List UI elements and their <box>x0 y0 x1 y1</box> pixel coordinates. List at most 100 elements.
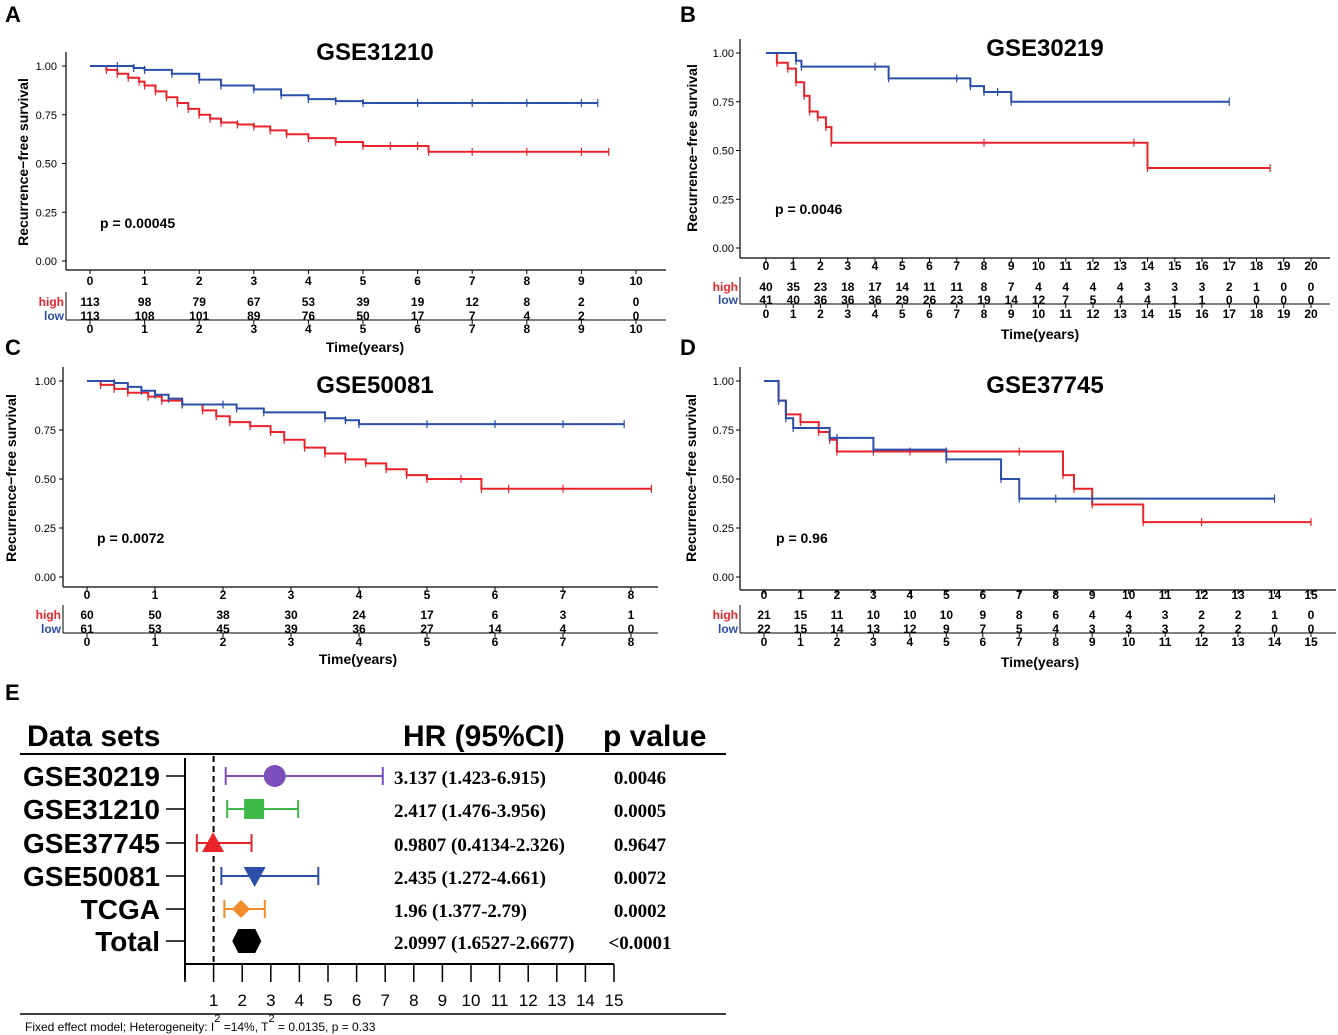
x-tick-label: 16 <box>1195 259 1209 273</box>
risk-count-low: 101 <box>189 309 209 323</box>
risk-count-high: 3 <box>1162 608 1169 622</box>
risk-time-label: 8 <box>523 322 530 336</box>
risk-time-label: 6 <box>414 322 421 336</box>
y-tick-label: 0.25 <box>35 523 56 535</box>
risk-count-high: 14 <box>896 280 910 294</box>
risk-time-label: 3 <box>844 307 851 321</box>
forest-x-tick-label: 6 <box>352 991 361 1010</box>
risk-count-low: 2 <box>1235 622 1242 636</box>
km-panel-d: D GSE37745 p = 0.96 Recurrence−free surviva… <box>680 335 1336 670</box>
risk-time-label: 4 <box>872 307 879 321</box>
risk-count-high: 6 <box>492 608 499 622</box>
p-value-label: p = 0.0072 <box>97 530 165 546</box>
y-tick-label: 1.00 <box>35 376 56 388</box>
chart-title: GSE31210 <box>316 39 433 66</box>
risk-count-high: 11 <box>831 608 844 622</box>
p-value: 0.0072 <box>614 868 666 889</box>
x-tick-label: 12 <box>1195 588 1209 602</box>
hr-point <box>232 900 251 918</box>
y-tick-label: 0.75 <box>713 97 734 109</box>
risk-time-label: 2 <box>220 635 227 649</box>
panel-label: E <box>5 680 20 705</box>
risk-count-low: 3 <box>1089 622 1096 636</box>
risk-count-low: 2 <box>1198 622 1205 636</box>
km-panel-a: A GSE31210 p = 0.00045 Recurrence−free surv… <box>5 2 666 355</box>
y-tick-label: 0.50 <box>713 146 734 158</box>
risk-count-high: 12 <box>466 295 480 309</box>
x-tick-label: 9 <box>1089 588 1096 602</box>
risk-count-high: 19 <box>411 295 425 309</box>
risk-count-high: 11 <box>923 280 936 294</box>
x-axis-label: Time(years) <box>1001 326 1079 342</box>
x-tick-label: 11 <box>1159 588 1172 602</box>
risk-count-low: 2 <box>578 309 585 323</box>
risk-count-low: 41 <box>759 293 773 307</box>
risk-time-label: 17 <box>1223 307 1237 321</box>
risk-count-high: 18 <box>841 280 855 294</box>
km-curve-low <box>764 380 1275 500</box>
risk-count-low: 40 <box>787 293 801 307</box>
forest-x-tick-label: 11 <box>491 991 509 1010</box>
y-tick-label: 0.50 <box>36 159 57 171</box>
risk-time-label: 18 <box>1250 307 1264 321</box>
risk-count-high: 21 <box>757 608 771 622</box>
risk-count-high: 8 <box>1016 608 1023 622</box>
risk-count-high: 15 <box>794 608 808 622</box>
x-tick-label: 4 <box>872 259 879 273</box>
risk-count-low: 4 <box>1052 622 1059 636</box>
risk-count-high: 0 <box>1280 280 1287 294</box>
risk-count-low: 5 <box>1016 622 1023 636</box>
risk-row-label-high: high <box>713 608 738 622</box>
risk-time-label: 14 <box>1141 307 1155 321</box>
risk-count-high: 4 <box>1035 280 1042 294</box>
hr-point <box>244 799 265 819</box>
risk-count-low: 12 <box>903 622 917 636</box>
x-tick-label: 7 <box>469 274 476 288</box>
risk-time-label: 9 <box>578 322 585 336</box>
x-tick-label: 2 <box>834 588 841 602</box>
risk-time-label: 11 <box>1159 635 1172 649</box>
risk-count-low: 7 <box>1062 293 1069 307</box>
risk-time-label: 4 <box>305 322 312 336</box>
risk-count-low: 0 <box>1226 293 1233 307</box>
risk-time-label: 8 <box>981 307 988 321</box>
risk-count-high: 3 <box>1171 280 1178 294</box>
x-tick-label: 2 <box>817 259 824 273</box>
risk-count-low: 3 <box>1162 622 1169 636</box>
risk-count-low: 29 <box>896 293 910 307</box>
x-tick-label: 15 <box>1168 259 1182 273</box>
risk-time-label: 15 <box>1168 307 1182 321</box>
x-tick-label: 2 <box>196 274 203 288</box>
y-tick-label: 0.25 <box>713 523 734 535</box>
risk-count-low: 12 <box>1032 293 1046 307</box>
risk-row-label-low: low <box>718 293 739 307</box>
risk-count-high: 2 <box>1226 280 1233 294</box>
forest-x-tick-label: 3 <box>266 991 275 1010</box>
x-tick-label: 3 <box>870 588 877 602</box>
risk-time-label: 7 <box>560 635 567 649</box>
x-tick-label: 4 <box>907 588 914 602</box>
risk-time-label: 8 <box>1052 635 1059 649</box>
risk-count-low: 14 <box>1005 293 1019 307</box>
risk-time-label: 2 <box>196 322 203 336</box>
risk-count-low: 5 <box>1090 293 1097 307</box>
x-tick-label: 19 <box>1277 259 1291 273</box>
chart-title: GSE37745 <box>986 372 1103 399</box>
y-tick-label: 0.00 <box>713 243 734 255</box>
risk-time-label: 1 <box>141 322 148 336</box>
p-value-label: p = 0.0046 <box>775 201 843 217</box>
hr-point <box>263 765 286 787</box>
risk-count-high: 40 <box>759 280 773 294</box>
km-panel-c: C GSE50081 p = 0.0072 Recurrence−free survi… <box>3 335 658 667</box>
x-tick-label: 8 <box>628 588 635 602</box>
risk-count-low: 0 <box>1308 622 1315 636</box>
y-tick-label: 0.25 <box>36 207 57 219</box>
risk-count-low: 7 <box>469 309 476 323</box>
risk-time-label: 6 <box>926 307 933 321</box>
x-tick-label: 8 <box>1052 588 1059 602</box>
x-tick-label: 10 <box>629 274 643 288</box>
p-value: <0.0001 <box>608 933 671 954</box>
risk-count-low: 0 <box>1308 293 1315 307</box>
risk-count-high: 24 <box>352 608 366 622</box>
